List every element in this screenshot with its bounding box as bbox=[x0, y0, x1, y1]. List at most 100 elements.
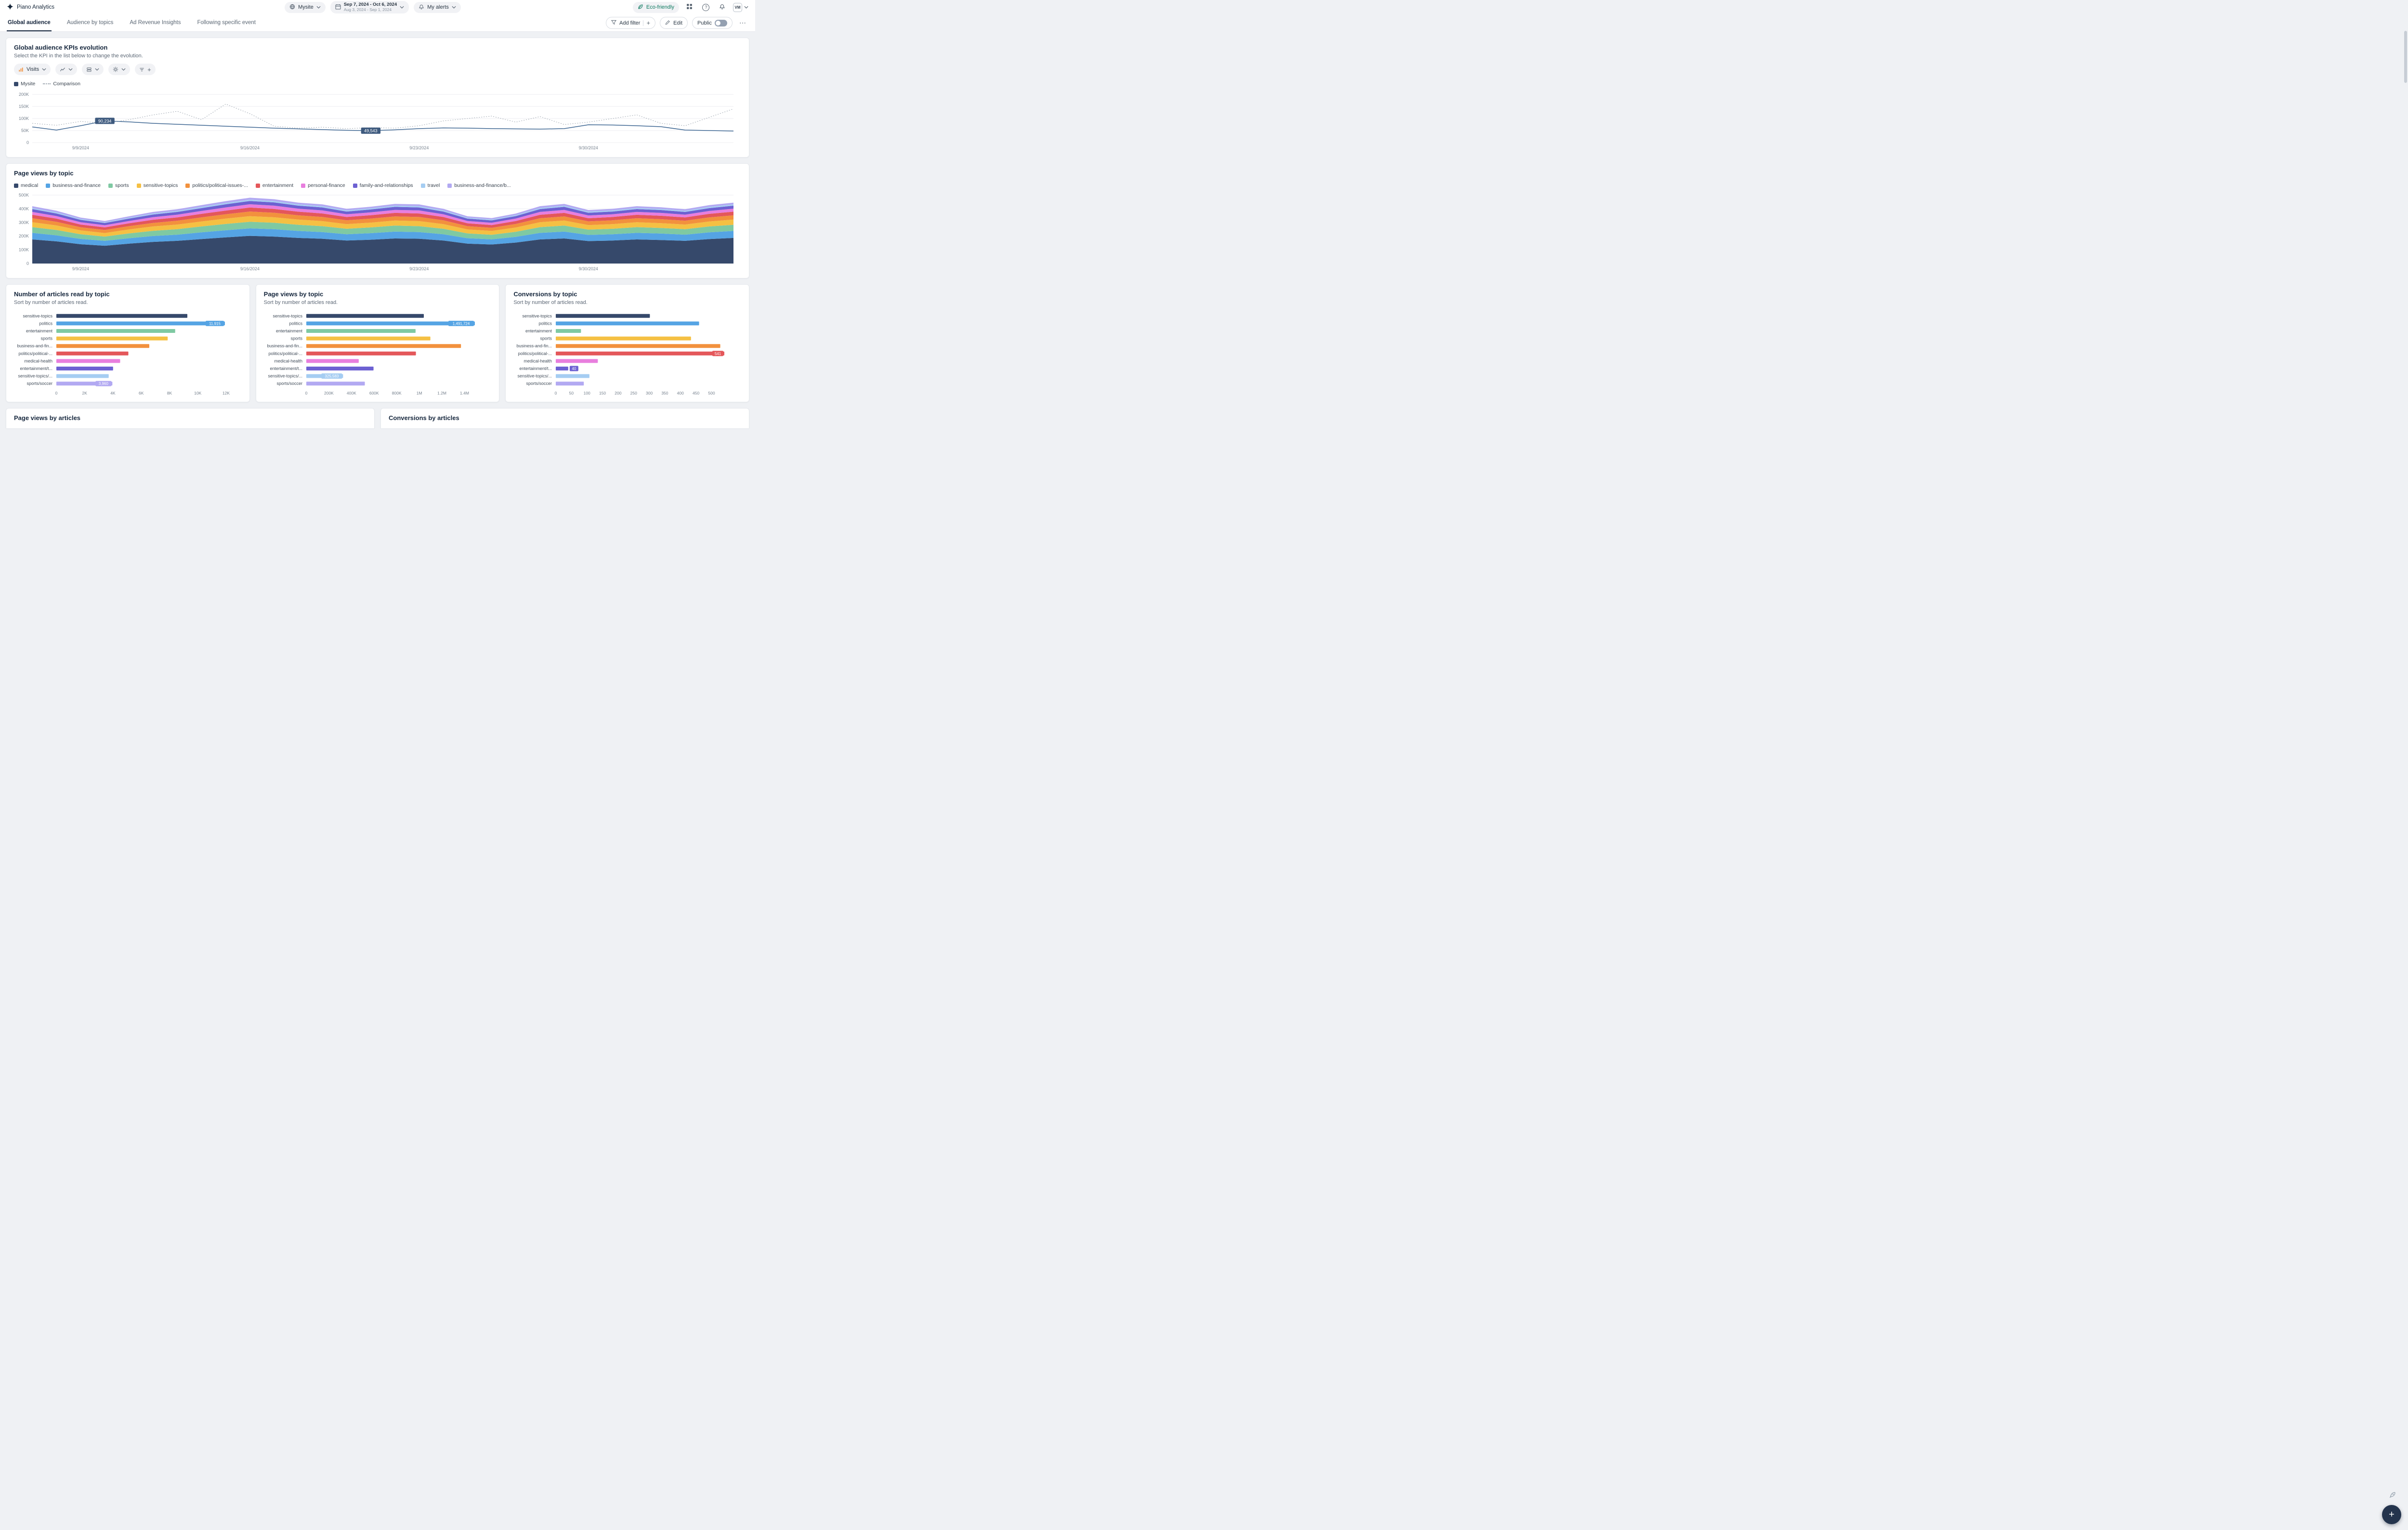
legend-swatch bbox=[420, 183, 425, 188]
svg-text:business-and-fin...: business-and-fin... bbox=[267, 343, 302, 348]
legend-item-sports[interactable]: sports bbox=[108, 183, 129, 188]
kpi-selector-visits[interactable]: Visits bbox=[14, 64, 51, 75]
eco-friendly-badge[interactable]: Eco-friendly bbox=[632, 1, 679, 13]
svg-text:6K: 6K bbox=[139, 391, 144, 396]
dashboard-actions: Add filter + Edit Public ⋯ bbox=[606, 14, 748, 31]
legend-item-sensitive-topics[interactable]: sensitive-topics bbox=[136, 183, 178, 188]
card-title: Number of articles read by topic bbox=[14, 290, 110, 298]
legend-item-personal-finance[interactable]: personal-finance bbox=[301, 183, 345, 188]
product-name: Piano Analytics bbox=[17, 4, 54, 10]
legend-item-business-and-finance[interactable]: business-and-finance bbox=[46, 183, 101, 188]
legend-item-travel[interactable]: travel bbox=[420, 183, 440, 188]
tab-global-audience[interactable]: Global audience bbox=[7, 14, 52, 31]
layers-icon bbox=[86, 67, 92, 72]
legend-label: personal-finance bbox=[308, 183, 345, 188]
svg-text:9/30/2024: 9/30/2024 bbox=[579, 266, 598, 271]
settings-selector[interactable] bbox=[108, 64, 131, 75]
chevron-down-icon bbox=[744, 6, 748, 9]
svg-text:300: 300 bbox=[646, 391, 653, 396]
date-range-selector[interactable]: Sep 7, 2024 - Oct 6, 2024 Aug 3, 2024 - … bbox=[330, 1, 409, 13]
filter-icon bbox=[139, 67, 144, 72]
svg-text:sports/soccer: sports/soccer bbox=[26, 381, 52, 386]
legend-item-comparison[interactable]: Comparison bbox=[43, 81, 80, 87]
add-filter-button[interactable]: Add filter + bbox=[606, 17, 656, 29]
add-widget-fab[interactable]: + bbox=[2382, 1505, 2401, 1524]
avatar: VM bbox=[733, 2, 742, 12]
svg-text:1M: 1M bbox=[416, 391, 422, 396]
conversions-by-topic-bar-chart[interactable]: 0 50 100 150 200 250 300 350 400 450 500 sensitive-… bbox=[513, 310, 741, 396]
rocket-button[interactable] bbox=[2389, 1491, 2396, 1500]
legend-dotted-swatch bbox=[43, 83, 51, 84]
svg-text:100K: 100K bbox=[19, 116, 29, 121]
topbar-actions: Eco-friendly ? VM bbox=[632, 1, 748, 13]
svg-text:200K: 200K bbox=[324, 391, 334, 396]
legend-label: family-and-relationships bbox=[359, 183, 413, 188]
scrollbar-thumb[interactable] bbox=[2404, 31, 2407, 83]
apps-grid-button[interactable] bbox=[684, 1, 695, 13]
chevron-down-icon bbox=[42, 68, 46, 71]
edit-button[interactable]: Edit bbox=[660, 17, 688, 29]
svg-text:9/30/2024: 9/30/2024 bbox=[579, 145, 598, 150]
legend-item-politics-political-issues[interactable]: politics/political-issues-... bbox=[185, 183, 248, 188]
svg-text:200: 200 bbox=[615, 391, 622, 396]
tab-ad-revenue-insights[interactable]: Ad Revenue Insights bbox=[129, 14, 182, 31]
public-toggle[interactable] bbox=[715, 19, 727, 26]
chevron-down-icon bbox=[400, 6, 404, 9]
article-cards-row: Page views by articles Conversions by art… bbox=[6, 408, 749, 428]
bell-icon bbox=[419, 4, 424, 11]
svg-text:entertainment/t...: entertainment/t... bbox=[520, 366, 552, 371]
page-views-by-topic-bar-chart[interactable]: 0 200K 400K 600K 800K 1M 1.2M 1.4M sensitive-top… bbox=[264, 310, 492, 396]
kpi-evolution-line-chart[interactable]: 0 50K 100K 150K 200K 9/9/2024 9/16/2024 9/23/20… bbox=[14, 90, 741, 151]
more-options-button[interactable]: ⋯ bbox=[737, 17, 748, 29]
svg-text:3,960: 3,960 bbox=[99, 382, 109, 386]
chevron-down-icon bbox=[68, 68, 73, 71]
bar-chart-icon bbox=[18, 67, 24, 72]
legend-item-business-and-finance-b[interactable]: business-and-finance/b... bbox=[447, 183, 511, 188]
kpi-selector-label: Visits bbox=[26, 66, 39, 72]
tab-audience-by-topics[interactable]: Audience by topics bbox=[66, 14, 115, 31]
svg-text:40: 40 bbox=[572, 367, 576, 371]
page-views-stacked-area-chart[interactable]: 0 100K 200K 300K 400K 500K 9/9/2024 9/16/2024 9/… bbox=[14, 191, 741, 272]
user-menu[interactable]: VM bbox=[733, 2, 748, 12]
page-views-by-topic-card: Page views by topic Sort by number of art… bbox=[255, 284, 500, 402]
eco-friendly-label: Eco-friendly bbox=[646, 4, 674, 10]
svg-text:politics/political-...: politics/political-... bbox=[518, 351, 552, 356]
svg-text:9/16/2024: 9/16/2024 bbox=[240, 145, 260, 150]
svg-text:400K: 400K bbox=[347, 391, 356, 396]
svg-text:8K: 8K bbox=[167, 391, 172, 396]
gear-icon bbox=[113, 66, 118, 72]
site-selector[interactable]: Mysite bbox=[285, 1, 326, 13]
notifications-button[interactable] bbox=[717, 1, 728, 13]
legend-item-mysite[interactable]: Mysite bbox=[14, 81, 35, 87]
legend-item-entertainment[interactable]: entertainment bbox=[255, 183, 293, 188]
filter-icon bbox=[611, 20, 617, 26]
chart-filter-button[interactable]: + bbox=[135, 64, 156, 75]
svg-text:1,491,724: 1,491,724 bbox=[452, 321, 470, 326]
svg-text:10K: 10K bbox=[194, 391, 201, 396]
conversions-by-articles-card: Conversions by articles bbox=[380, 408, 749, 428]
legend-item-family-and-relationships[interactable]: family-and-relationships bbox=[353, 183, 413, 188]
help-button[interactable]: ? bbox=[700, 1, 712, 13]
alerts-selector[interactable]: My alerts bbox=[414, 1, 461, 13]
svg-text:politics/political-...: politics/political-... bbox=[18, 351, 52, 356]
tab-following-specific-event[interactable]: Following specific event bbox=[196, 14, 257, 31]
page-scrollbar[interactable] bbox=[2404, 31, 2407, 399]
brand-group: Piano Analytics bbox=[7, 3, 113, 12]
svg-text:50K: 50K bbox=[21, 128, 29, 133]
card-subtitle: Sort by number of articles read. bbox=[513, 300, 588, 305]
svg-text:9/23/2024: 9/23/2024 bbox=[409, 145, 429, 150]
svg-text:300K: 300K bbox=[19, 220, 29, 225]
card-subtitle: Sort by number of articles read. bbox=[14, 300, 88, 305]
display-mode-selector[interactable] bbox=[82, 64, 104, 75]
chart-type-selector[interactable] bbox=[55, 64, 78, 75]
context-selectors: Mysite Sep 7, 2024 - Oct 6, 2024 Aug 3, … bbox=[285, 1, 461, 13]
card-title: Page views by topic bbox=[14, 170, 74, 177]
topic-bar-cards-row: Number of articles read by topic Sort by … bbox=[6, 284, 749, 402]
svg-text:1.2M: 1.2M bbox=[437, 391, 446, 396]
number-of-articles-read-by-topic-bar-chart[interactable]: 0 2K 4K 6K 8K 10K 12K sensitive-topics politics e… bbox=[14, 310, 242, 396]
kpi-evolution-card: Global audience KPIs evolution Select th… bbox=[6, 38, 749, 158]
svg-text:sensitive-topics: sensitive-topics bbox=[523, 314, 552, 318]
legend-item-medical[interactable]: medical bbox=[14, 183, 38, 188]
topic-chart-legend: medical business-and-finance sports sensiti… bbox=[14, 183, 741, 188]
dashboard-tabs-bar: Global audience Audience by topics Ad Reve… bbox=[0, 14, 755, 32]
